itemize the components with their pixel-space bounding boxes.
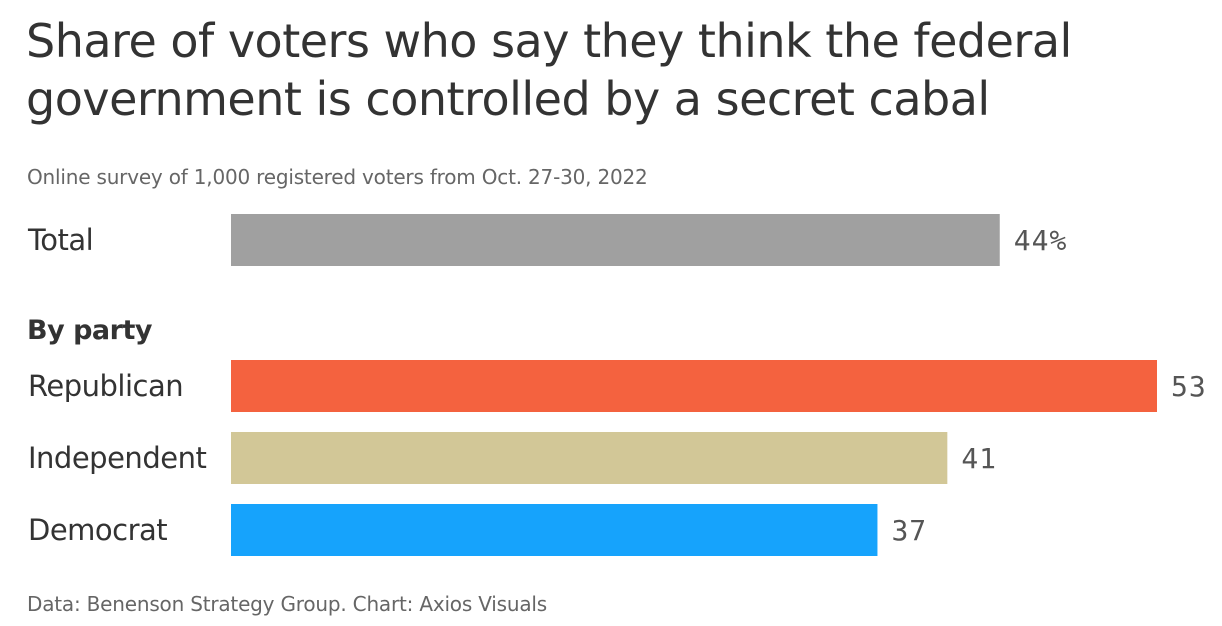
value-label-republican: 53 [1171,370,1207,403]
bar-total [231,214,1000,266]
category-label-republican: Republican [28,369,183,403]
chart-subtitle: Online survey of 1,000 registered voters… [27,165,648,189]
value-label-total: 44% [1014,224,1068,257]
bar-democrat [231,504,878,556]
category-label-total: Total [27,223,93,257]
group-label-by-party: By party [27,315,152,346]
chart-title: Share of voters who say they think the f… [26,14,1072,126]
bar-independent [231,432,948,484]
category-label-independent: Independent [28,441,206,475]
chart-source: Data: Benenson Strategy Group. Chart: Ax… [27,592,547,616]
value-label-democrat: 37 [891,514,927,547]
category-label-democrat: Democrat [28,513,167,547]
value-label-independent: 41 [961,442,997,475]
bar-republican [231,360,1157,412]
